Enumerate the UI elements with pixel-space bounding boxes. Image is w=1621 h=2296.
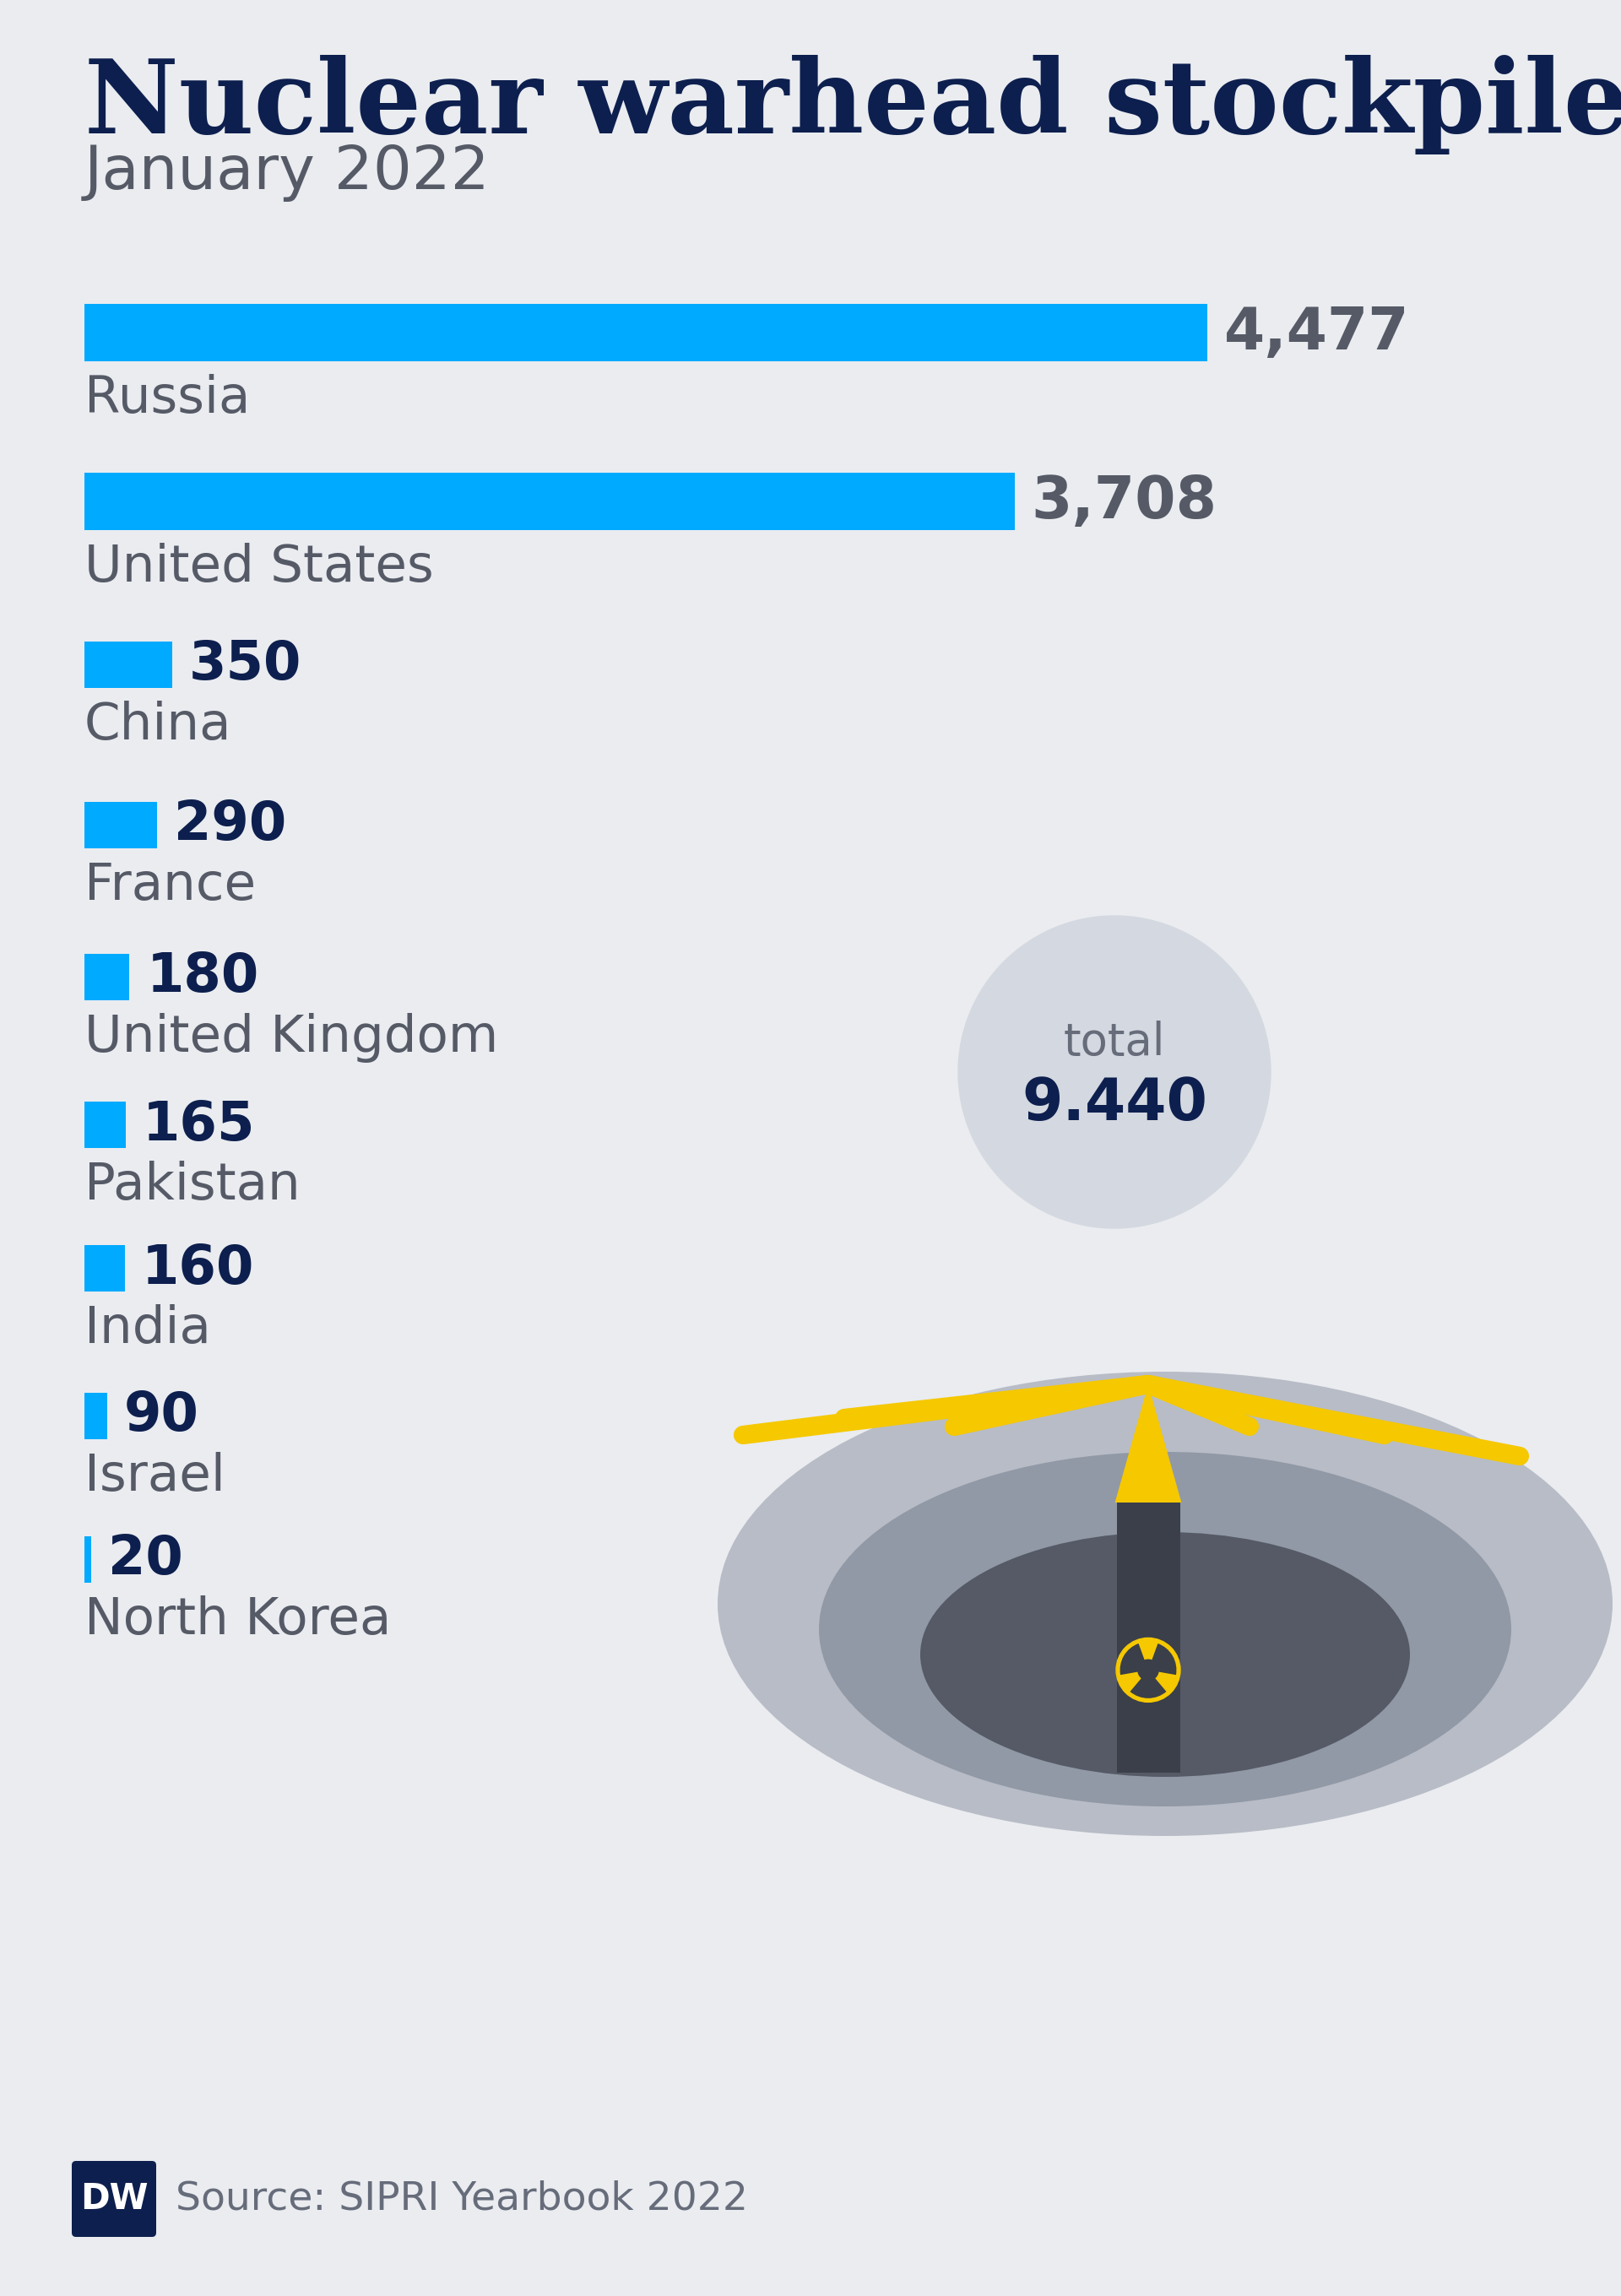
FancyBboxPatch shape xyxy=(84,1244,125,1290)
Text: China: China xyxy=(84,700,232,751)
Text: United States: United States xyxy=(84,542,434,592)
Text: Pakistan: Pakistan xyxy=(84,1162,300,1210)
Text: DW: DW xyxy=(79,2181,148,2216)
FancyBboxPatch shape xyxy=(1117,1502,1180,1773)
Text: January 2022: January 2022 xyxy=(84,142,490,202)
Text: 165: 165 xyxy=(143,1097,256,1150)
Text: Russia: Russia xyxy=(84,374,250,425)
Circle shape xyxy=(1138,1660,1159,1681)
FancyBboxPatch shape xyxy=(84,641,172,689)
Ellipse shape xyxy=(718,1371,1613,1837)
FancyBboxPatch shape xyxy=(84,1102,126,1148)
Text: Source: SIPRI Yearbook 2022: Source: SIPRI Yearbook 2022 xyxy=(175,2179,747,2218)
Text: 290: 290 xyxy=(173,799,287,852)
Text: Israel: Israel xyxy=(84,1451,225,1502)
Text: France: France xyxy=(84,861,256,912)
Text: 350: 350 xyxy=(190,638,302,691)
FancyBboxPatch shape xyxy=(84,1394,107,1440)
Text: 20: 20 xyxy=(109,1534,183,1587)
Text: 90: 90 xyxy=(123,1389,199,1442)
Text: 3,708: 3,708 xyxy=(1031,473,1217,530)
Wedge shape xyxy=(1148,1644,1177,1674)
Polygon shape xyxy=(1115,1384,1182,1502)
Text: 160: 160 xyxy=(141,1242,254,1295)
Circle shape xyxy=(1117,1637,1180,1701)
FancyBboxPatch shape xyxy=(84,473,1015,530)
Text: North Korea: North Korea xyxy=(84,1596,391,1646)
Circle shape xyxy=(958,916,1271,1228)
Wedge shape xyxy=(1130,1669,1167,1699)
FancyBboxPatch shape xyxy=(84,953,130,1001)
FancyBboxPatch shape xyxy=(71,2161,156,2236)
Text: 4,477: 4,477 xyxy=(1224,305,1410,360)
Text: total: total xyxy=(1063,1019,1165,1065)
Ellipse shape xyxy=(921,1531,1410,1777)
FancyBboxPatch shape xyxy=(84,1536,91,1582)
Text: United Kingdom: United Kingdom xyxy=(84,1013,498,1063)
FancyBboxPatch shape xyxy=(84,303,1208,360)
Wedge shape xyxy=(1120,1644,1148,1674)
Ellipse shape xyxy=(819,1451,1511,1807)
Text: 9.440: 9.440 xyxy=(1021,1077,1208,1132)
Text: India: India xyxy=(84,1304,211,1355)
FancyBboxPatch shape xyxy=(84,801,157,847)
Text: 180: 180 xyxy=(146,951,259,1003)
Text: Nuclear warhead stockpiles: Nuclear warhead stockpiles xyxy=(84,55,1621,154)
